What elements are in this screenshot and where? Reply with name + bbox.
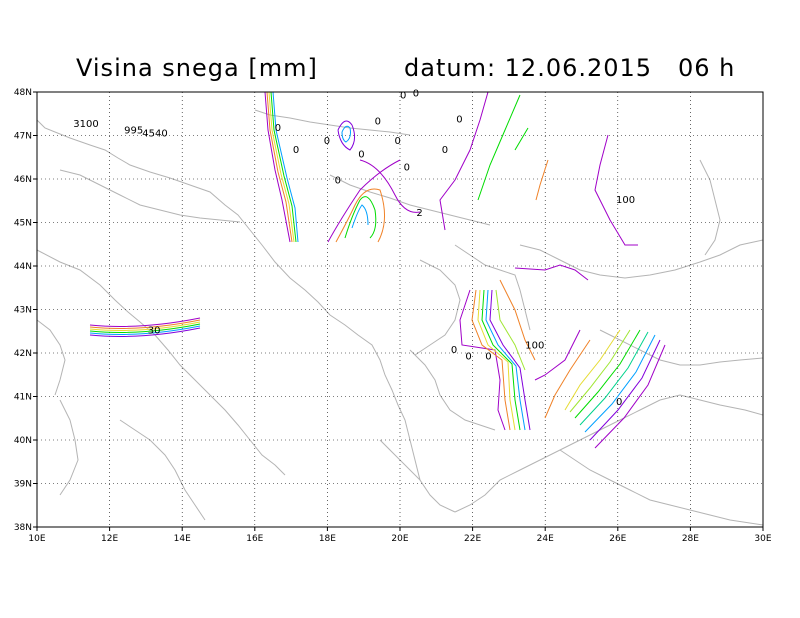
contour-label: 0 [335, 175, 341, 186]
contour-label: 100 [525, 341, 544, 352]
contour-line [584, 334, 656, 433]
contour-line [481, 289, 521, 431]
contour-line [485, 289, 526, 431]
contour-line [574, 329, 641, 419]
contour-line [534, 329, 581, 381]
y-tick-label: 42N [14, 349, 32, 359]
x-tick-label: 12E [101, 534, 118, 544]
contour-line [569, 329, 631, 413]
x-tick-label: 10E [28, 534, 45, 544]
contour-line [514, 127, 529, 151]
y-tick-label: 47N [14, 132, 32, 142]
contour-label: 0 [465, 352, 471, 363]
contour-label: 0 [400, 91, 406, 102]
y-tick-label: 38N [14, 523, 32, 533]
longitude-ticks: 10E 12E 14E 16E 18E 20E 22E 24E 26E 28E 30E [28, 527, 772, 544]
x-tick-label: 14E [174, 534, 191, 544]
contour-line [268, 91, 295, 243]
date-label: datum: 12.06.2015 [404, 54, 653, 82]
contour-line [359, 159, 421, 213]
contour-line [264, 91, 291, 243]
contour-line [89, 325, 201, 335]
contour-label: 0 [456, 114, 462, 125]
y-tick-label: 40N [14, 436, 32, 446]
contour-label: 0 [293, 145, 299, 156]
contour-label: 0 [275, 123, 281, 134]
contour-line [594, 344, 666, 449]
contour-line [341, 125, 351, 143]
contour-label: 0 [413, 88, 419, 99]
contour-line [335, 188, 385, 243]
contour-line [89, 323, 201, 333]
y-tick-label: 41N [14, 393, 32, 403]
y-tick-label: 48N [14, 88, 32, 98]
contour-label: 0 [616, 397, 622, 408]
contour-line [89, 317, 201, 327]
lat-lon-grid [37, 92, 763, 527]
y-tick-label: 39N [14, 480, 32, 490]
contour-line [89, 319, 201, 329]
x-tick-label: 24E [537, 534, 554, 544]
hour-label: 06 h [677, 54, 736, 82]
contour-label: 30 [148, 325, 161, 336]
x-tick-label: 30E [754, 534, 771, 544]
contour-line [544, 339, 591, 419]
x-tick-label: 18E [319, 534, 336, 544]
map-title: Visina snega [mm] [76, 54, 318, 82]
contour-label: 995 [124, 125, 143, 136]
x-tick-label: 28E [682, 534, 699, 544]
contour-line [337, 120, 356, 151]
contour-line [471, 289, 511, 431]
contour-label: 0 [375, 117, 381, 128]
contour-label: 0 [442, 145, 448, 156]
contour-line [89, 321, 201, 331]
contour-line [477, 94, 521, 201]
contour-label: 0 [451, 345, 457, 356]
contour-line [594, 134, 638, 246]
contour-line [564, 329, 621, 411]
contour-label: 0 [404, 162, 410, 173]
contour-line [439, 91, 489, 231]
contour-label: 2 [416, 208, 422, 219]
contour-label: 0 [395, 136, 401, 147]
contour-line [535, 159, 549, 201]
x-tick-label: 26E [609, 534, 626, 544]
snow-depth-contours [89, 91, 666, 449]
y-tick-label: 44N [14, 262, 32, 272]
contour-line [579, 331, 649, 426]
contour-line [495, 289, 526, 371]
contour-label: 3100 [73, 119, 98, 130]
contour-label: 0 [324, 136, 330, 147]
x-tick-label: 22E [464, 534, 481, 544]
contour-label: 0 [485, 352, 491, 363]
contour-label: 0 [358, 149, 364, 160]
y-tick-label: 45N [14, 219, 32, 229]
y-tick-label: 46N [14, 175, 32, 185]
contour-label: 100 [616, 195, 635, 206]
contour-line [327, 159, 401, 243]
contour-line [514, 264, 589, 281]
contour-line [477, 289, 516, 431]
contour-label: 4540 [142, 128, 167, 139]
contour-line [459, 289, 506, 431]
map-date-time: datum: 12.06.2015 06 h [404, 54, 735, 82]
x-tick-label: 20E [391, 534, 408, 544]
contour-line [344, 196, 377, 239]
latitude-ticks: 38N 39N 40N 41N 42N 43N 44N 45N 46N 47N 48N [14, 88, 37, 533]
y-tick-label: 43N [14, 306, 32, 316]
contour-line [589, 339, 661, 441]
contour-line [499, 279, 536, 361]
contour-line [272, 91, 299, 243]
contour-line [266, 91, 293, 243]
contour-line [89, 327, 201, 337]
contour-line [489, 289, 531, 431]
x-tick-label: 16E [246, 534, 263, 544]
contour-line [351, 204, 369, 229]
contour-line [270, 91, 297, 243]
